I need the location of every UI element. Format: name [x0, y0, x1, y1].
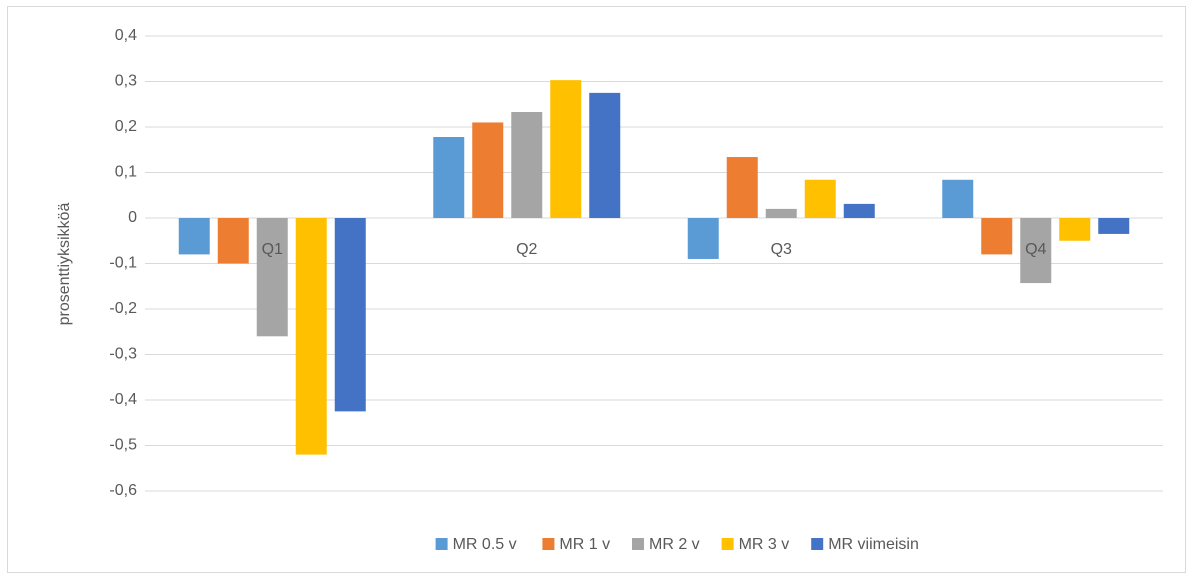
- bar: [550, 80, 582, 218]
- y-tick-label: -0,4: [109, 391, 137, 408]
- y-tick-label: -0,1: [109, 255, 137, 272]
- legend-label: MR 3 v: [739, 536, 790, 553]
- y-tick-label: -0,6: [109, 482, 137, 499]
- bar: [511, 111, 543, 218]
- legend-swatch: [542, 538, 555, 550]
- bar: [942, 179, 974, 218]
- x-tick-label: Q1: [262, 241, 283, 258]
- legend-label: MR viimeisin: [828, 536, 919, 553]
- bar: [433, 137, 465, 218]
- bar: [217, 218, 249, 264]
- y-tick-label: 0,1: [115, 164, 137, 181]
- bar: [589, 92, 621, 218]
- bar: [687, 218, 719, 259]
- legend-swatch: [435, 538, 448, 550]
- chart-border: [7, 6, 1186, 573]
- bar: [981, 218, 1013, 255]
- y-axis-label: prosenttiyksikköä: [56, 203, 73, 326]
- bar: [1059, 218, 1091, 241]
- bar: [256, 218, 288, 337]
- bar: [1020, 218, 1052, 284]
- y-tick-label: -0,3: [109, 346, 137, 363]
- bar: [804, 179, 836, 218]
- bar: [178, 218, 210, 255]
- legend-label: MR 2 v: [649, 536, 700, 553]
- x-tick-label: Q2: [516, 241, 537, 258]
- bar: [1098, 218, 1130, 234]
- legend-swatch: [632, 538, 644, 550]
- x-tick-label: Q4: [1025, 241, 1046, 258]
- y-tick-label: -0,2: [109, 300, 137, 317]
- legend-label: MR 0.5 v: [453, 536, 517, 553]
- bar: [765, 208, 797, 218]
- bar: [334, 218, 366, 412]
- x-tick-label: Q3: [771, 241, 792, 258]
- bar: [843, 203, 875, 218]
- y-tick-label: 0: [128, 209, 137, 226]
- legend-swatch: [721, 538, 734, 550]
- y-tick-label: 0,3: [115, 73, 137, 90]
- y-tick-label: 0,2: [115, 118, 137, 135]
- y-tick-label: 0,4: [115, 27, 137, 44]
- legend-label: MR 1 v: [559, 536, 610, 553]
- bar: [472, 122, 504, 218]
- y-tick-label: -0,5: [109, 437, 137, 454]
- bar: [726, 157, 758, 218]
- legend-swatch: [811, 538, 824, 550]
- bar: [295, 218, 327, 455]
